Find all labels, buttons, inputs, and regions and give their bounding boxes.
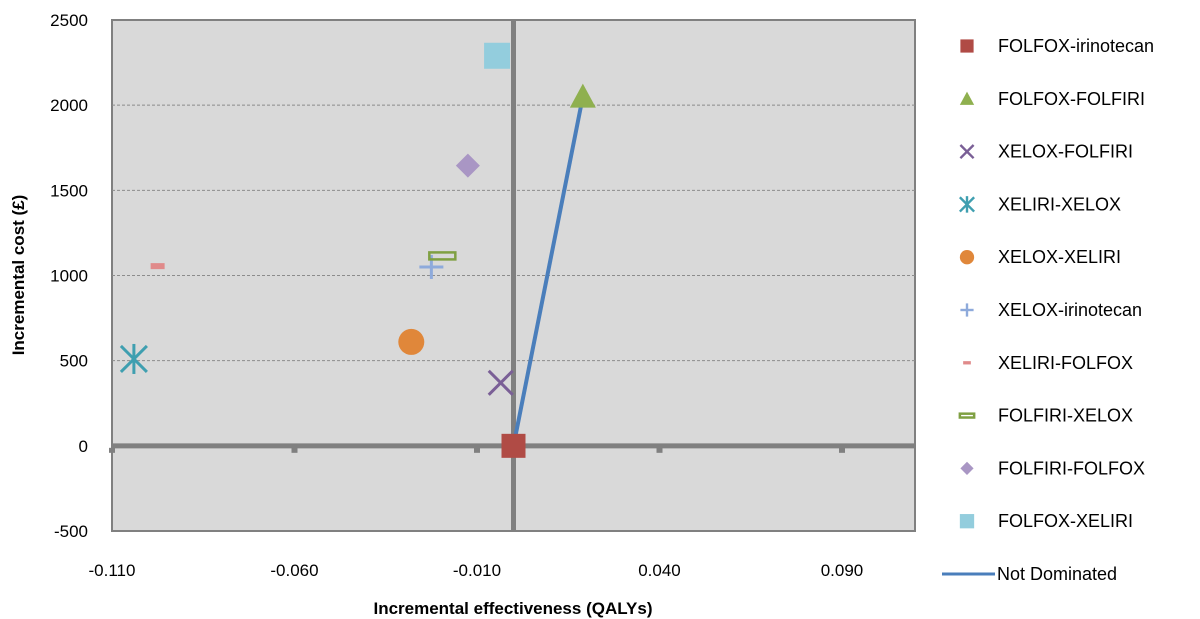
frontier-line-group — [511, 96, 585, 447]
point-folfox-folfiri — [569, 83, 596, 108]
legend-item-folfox-folfiri: FOLFOX-FOLFIRI — [959, 89, 1145, 109]
legend-label: FOLFOX-FOLFIRI — [998, 89, 1145, 109]
y-axis-title: Incremental cost (£) — [9, 195, 28, 356]
not-dominated-line — [511, 96, 585, 447]
x-marker-stroke — [959, 144, 975, 160]
legend-item-not-dominated: Not Dominated — [942, 564, 1117, 584]
y-tick-label: 1000 — [50, 267, 88, 286]
bar-marker — [958, 412, 976, 419]
legend-label: XELOX-irinotecan — [998, 300, 1142, 320]
square-marker — [501, 433, 526, 458]
legend-swatch — [963, 361, 971, 365]
legend-item-xeliri-folfox: XELIRI-FOLFOX — [963, 353, 1133, 373]
dash-marker — [963, 361, 971, 365]
legend-label: Not Dominated — [997, 564, 1117, 584]
bar-marker — [428, 251, 457, 261]
point-folfox-xeliri — [484, 42, 511, 69]
point-folfiri-xelox — [428, 251, 457, 261]
legend-item-folfiri-xelox: FOLFIRI-XELOX — [958, 406, 1133, 426]
legend-item-xelox-irinotecan: XELOX-irinotecan — [960, 300, 1142, 320]
x-marker-stroke — [487, 369, 514, 396]
y-tick-label: 0 — [79, 437, 88, 456]
point-xeliri-xelox — [119, 343, 148, 374]
x-tick-labels: -0.110 -0.060 -0.010 0.040 0.090 — [89, 561, 864, 580]
x-tick-label: 0.040 — [638, 561, 681, 580]
legend-label: FOLFIRI-FOLFOX — [998, 458, 1145, 478]
dash-marker — [150, 263, 165, 270]
legend: FOLFOX-irinotecan FOLFOX-FOLFIRI XELOX-FOL… — [942, 36, 1154, 584]
legend-swatch — [960, 303, 974, 317]
x-tick-label: -0.110 — [89, 561, 136, 580]
square-marker — [959, 514, 975, 529]
point-xeliri-folfox — [150, 263, 165, 270]
square-marker — [960, 39, 974, 53]
x-axis-title: Incremental effectiveness (QALYs) — [373, 599, 652, 618]
legend-swatch — [958, 412, 976, 419]
legend-label: FOLFOX-XELIRI — [998, 511, 1133, 531]
data-markers — [119, 42, 596, 458]
x-tick-label: 0.090 — [821, 561, 864, 580]
legend-item-folfiri-folfox: FOLFIRI-FOLFOX — [960, 458, 1145, 478]
y-tick-label: -500 — [54, 522, 88, 541]
x-tick-mark — [839, 447, 845, 453]
y-tick-label: 1500 — [50, 181, 88, 200]
legend-swatch — [960, 461, 974, 475]
triangle-marker — [959, 91, 975, 105]
circle-marker — [959, 250, 975, 265]
legend-swatch — [959, 144, 975, 160]
legend-swatch — [959, 250, 975, 265]
legend-swatch — [959, 91, 975, 105]
x-tick-mark — [474, 447, 480, 453]
y-tick-label: 500 — [60, 352, 88, 371]
legend-item-xelox-xeliri: XELOX-XELIRI — [959, 247, 1121, 267]
point-folfiri-folfox — [455, 153, 480, 178]
legend-item-folfox-irinotecan: FOLFOX-irinotecan — [960, 36, 1154, 56]
diamond-marker — [455, 153, 480, 178]
square-marker — [484, 42, 511, 69]
legend-swatch — [959, 196, 975, 213]
legend-swatch — [960, 39, 974, 53]
point-xelox-xeliri — [398, 328, 425, 355]
circle-marker — [398, 328, 425, 355]
legend-label: XELIRI-FOLFOX — [998, 353, 1133, 373]
legend-label: FOLFIRI-XELOX — [998, 406, 1133, 426]
x-tick-mark — [656, 447, 663, 453]
legend-swatch — [959, 514, 975, 529]
legend-label: FOLFOX-irinotecan — [998, 36, 1154, 56]
triangle-marker — [569, 83, 596, 108]
x-tick-label: -0.060 — [270, 561, 318, 580]
legend-label: XELIRI-XELOX — [998, 194, 1121, 214]
x-tick-label: -0.010 — [453, 561, 501, 580]
y-tick-label: 2000 — [50, 96, 88, 115]
legend-item-xelox-folfiri: XELOX-FOLFIRI — [959, 142, 1133, 162]
point-xelox-folfiri — [487, 369, 514, 396]
x-tick-mark — [291, 447, 298, 453]
legend-item-xeliri-xelox: XELIRI-XELOX — [959, 194, 1121, 214]
diamond-marker — [960, 461, 974, 475]
point-folfox-irinotecan — [501, 433, 526, 458]
legend-item-folfox-xeliri: FOLFOX-XELIRI — [959, 511, 1133, 531]
x-tick-mark — [109, 447, 115, 453]
y-tick-label: 2500 — [50, 11, 88, 30]
legend-label: XELOX-FOLFIRI — [998, 142, 1133, 162]
y-tick-labels: -500 0 500 1000 1500 2000 2500 — [50, 11, 88, 541]
legend-label: XELOX-XELIRI — [998, 247, 1121, 267]
